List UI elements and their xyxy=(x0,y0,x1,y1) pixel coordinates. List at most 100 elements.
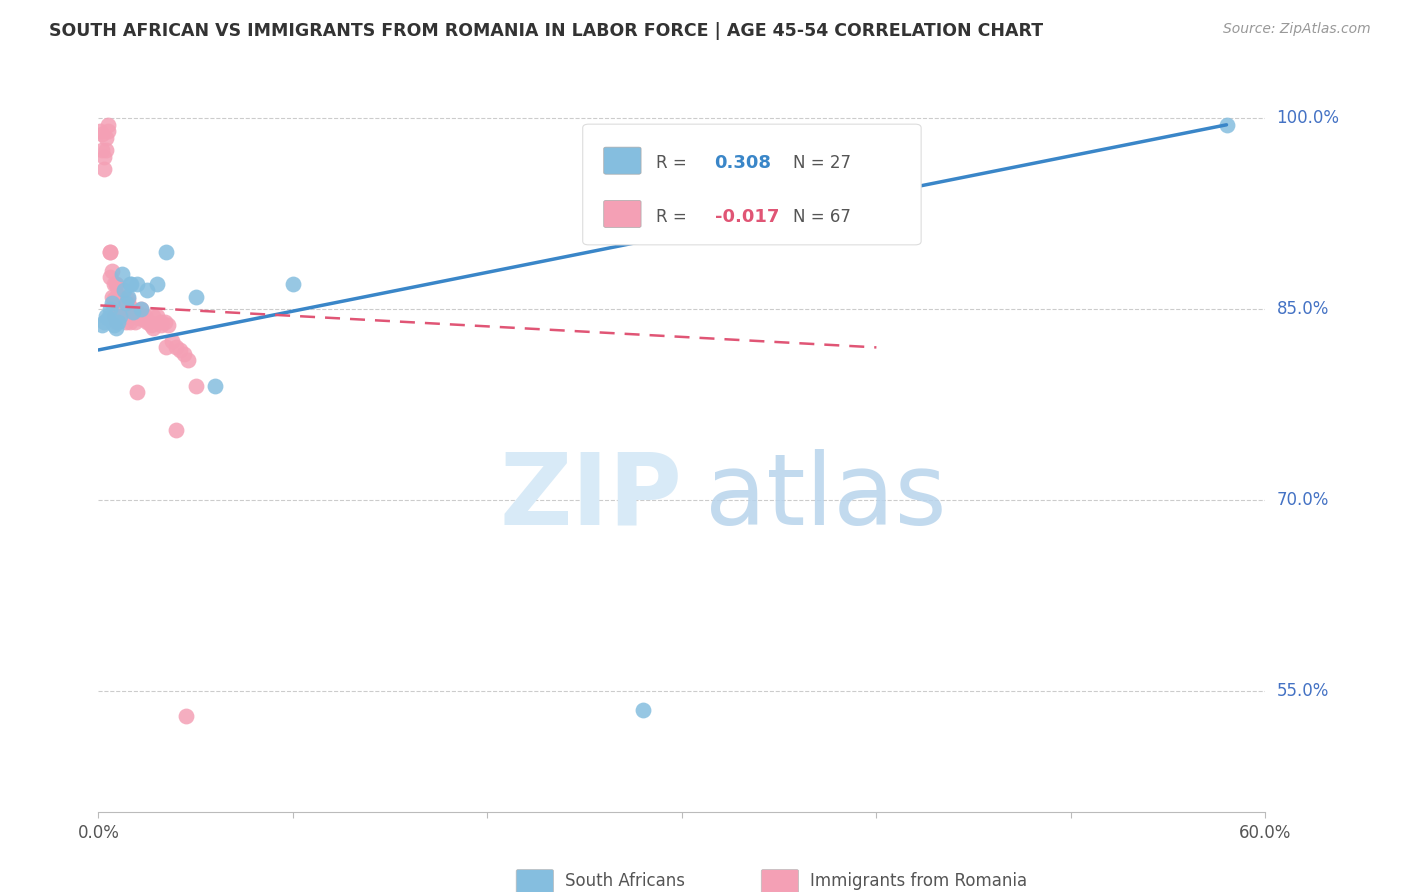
Point xyxy=(129,302,152,317)
FancyBboxPatch shape xyxy=(603,147,641,174)
Text: Immigrants from Romania: Immigrants from Romania xyxy=(810,872,1028,890)
Point xyxy=(149,318,172,332)
Point xyxy=(101,289,124,303)
Point xyxy=(177,353,200,368)
Point xyxy=(97,118,120,132)
Point xyxy=(107,296,129,310)
Point xyxy=(104,315,127,329)
Point xyxy=(134,309,156,323)
Text: Source: ZipAtlas.com: Source: ZipAtlas.com xyxy=(1223,22,1371,37)
Point xyxy=(117,309,139,323)
Point xyxy=(631,703,654,717)
Point xyxy=(103,309,125,323)
Point xyxy=(122,309,145,323)
Point xyxy=(132,312,155,326)
Point xyxy=(142,321,165,335)
FancyBboxPatch shape xyxy=(603,201,641,227)
Text: 85.0%: 85.0% xyxy=(1277,301,1329,318)
Point xyxy=(101,296,124,310)
Point xyxy=(107,302,129,317)
Point xyxy=(108,309,131,323)
Point xyxy=(138,315,160,329)
Point xyxy=(112,283,135,297)
Point xyxy=(149,315,172,329)
Point xyxy=(118,277,141,291)
Point xyxy=(97,124,120,138)
Text: N = 67: N = 67 xyxy=(793,208,851,226)
Point xyxy=(104,321,127,335)
Text: SOUTH AFRICAN VS IMMIGRANTS FROM ROMANIA IN LABOR FORCE | AGE 45-54 CORRELATION : SOUTH AFRICAN VS IMMIGRANTS FROM ROMANIA… xyxy=(49,22,1043,40)
Point xyxy=(108,309,131,323)
Text: South Africans: South Africans xyxy=(565,872,685,890)
Point xyxy=(118,315,141,329)
Text: 100.0%: 100.0% xyxy=(1277,110,1340,128)
FancyBboxPatch shape xyxy=(582,124,921,245)
Point xyxy=(103,277,125,291)
Point xyxy=(129,302,152,317)
Point xyxy=(117,292,139,306)
Text: atlas: atlas xyxy=(706,449,946,546)
Point xyxy=(165,423,187,437)
Point xyxy=(96,143,118,157)
Point xyxy=(153,315,176,329)
Point xyxy=(173,347,195,361)
Point xyxy=(101,264,124,278)
Point xyxy=(127,305,149,319)
Point xyxy=(111,292,134,306)
Point xyxy=(121,305,143,319)
Point xyxy=(136,283,159,297)
Point xyxy=(162,334,184,348)
Point xyxy=(97,311,120,326)
Point xyxy=(96,309,118,323)
Point xyxy=(127,384,149,399)
Point xyxy=(118,300,141,314)
Point xyxy=(169,343,191,357)
Point xyxy=(104,277,127,291)
Text: ZIP: ZIP xyxy=(499,449,682,546)
Text: N = 27: N = 27 xyxy=(793,154,851,172)
Point xyxy=(98,302,121,317)
Point xyxy=(155,245,177,260)
Point xyxy=(103,292,125,306)
Point xyxy=(114,305,136,319)
Point xyxy=(111,305,134,319)
Point xyxy=(117,289,139,303)
Point xyxy=(98,245,121,260)
Point xyxy=(114,315,136,329)
Point xyxy=(104,289,127,303)
Text: 70.0%: 70.0% xyxy=(1277,491,1329,509)
Point xyxy=(112,296,135,310)
Point xyxy=(98,245,121,260)
Text: 55.0%: 55.0% xyxy=(1277,681,1329,700)
Point xyxy=(111,302,134,317)
Point xyxy=(91,143,114,157)
Point xyxy=(128,311,150,326)
Point xyxy=(155,340,177,354)
Point xyxy=(107,287,129,301)
Point xyxy=(112,302,135,317)
Point xyxy=(1215,118,1237,132)
Point xyxy=(108,289,131,303)
Point xyxy=(146,277,169,291)
Point xyxy=(93,315,115,329)
Text: 0.308: 0.308 xyxy=(714,154,772,172)
Point xyxy=(93,162,115,177)
Text: R =: R = xyxy=(657,208,692,226)
Point xyxy=(96,130,118,145)
Point xyxy=(121,277,143,291)
Point xyxy=(281,277,304,291)
Point xyxy=(165,340,187,354)
Point xyxy=(108,296,131,310)
Point xyxy=(184,289,207,303)
Point xyxy=(107,315,129,329)
FancyBboxPatch shape xyxy=(516,870,554,892)
Point xyxy=(122,305,145,319)
Point xyxy=(142,309,165,323)
FancyBboxPatch shape xyxy=(761,870,799,892)
Point xyxy=(157,318,180,332)
Point xyxy=(104,277,127,291)
Point xyxy=(174,709,197,723)
Point xyxy=(124,315,146,329)
Point xyxy=(127,277,149,291)
Point xyxy=(136,315,159,329)
